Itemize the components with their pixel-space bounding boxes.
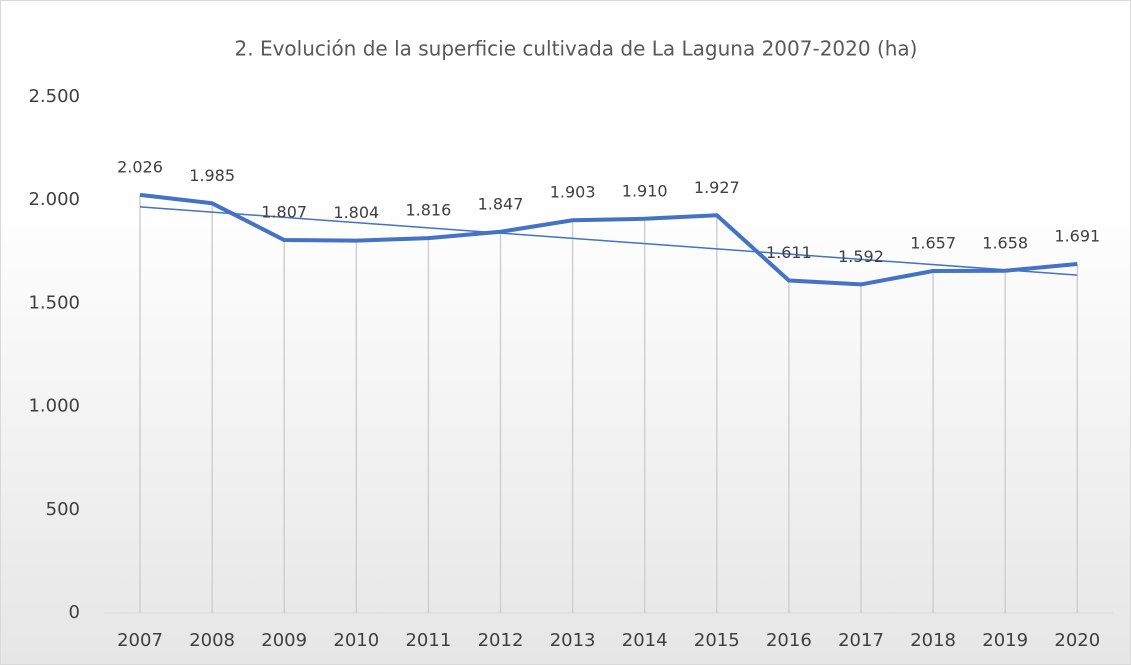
x-tick-label: 2012 (478, 630, 524, 651)
data-label: 1.927 (694, 178, 740, 197)
x-tick-label: 2016 (766, 630, 812, 651)
data-label: 1.910 (622, 181, 668, 200)
x-tick-label: 2009 (261, 630, 307, 651)
y-tick-label: 0 (69, 602, 80, 623)
x-tick-label: 2015 (694, 630, 740, 651)
chart-title: 2. Evolución de la superficie cultivada … (235, 37, 918, 61)
y-tick-label: 2.500 (28, 86, 80, 107)
x-tick-label: 2013 (550, 630, 596, 651)
x-tick-label: 2010 (333, 630, 379, 651)
data-label: 1.658 (982, 233, 1028, 252)
y-tick-label: 1.000 (28, 396, 80, 417)
data-label: 1.816 (405, 201, 451, 220)
data-label: 2.026 (117, 157, 163, 176)
trend-line (139, 206, 1078, 276)
data-label: 1.847 (478, 194, 524, 213)
data-label: 1.903 (550, 183, 596, 202)
data-label: 1.611 (766, 243, 812, 262)
data-label: 1.691 (1054, 226, 1100, 245)
y-tick-label: 2.000 (28, 189, 80, 210)
y-tick-label: 500 (46, 499, 80, 520)
x-tick-label: 2017 (838, 630, 884, 651)
x-tick-label: 2018 (910, 630, 956, 651)
data-line (139, 192, 1078, 287)
x-tick-label: 2008 (189, 630, 235, 651)
data-label: 1.985 (189, 166, 235, 185)
x-tick-label: 2007 (117, 630, 163, 651)
x-tick-label: 2019 (982, 630, 1028, 651)
y-tick-label: 1.500 (28, 292, 80, 313)
x-tick-label: 2014 (622, 630, 668, 651)
data-label: 1.592 (838, 247, 884, 266)
data-label: 1.657 (910, 233, 956, 252)
x-tick-label: 2020 (1054, 630, 1100, 651)
x-tick-label: 2011 (405, 630, 451, 651)
data-label: 1.807 (261, 203, 307, 222)
data-label: 1.804 (333, 203, 379, 222)
